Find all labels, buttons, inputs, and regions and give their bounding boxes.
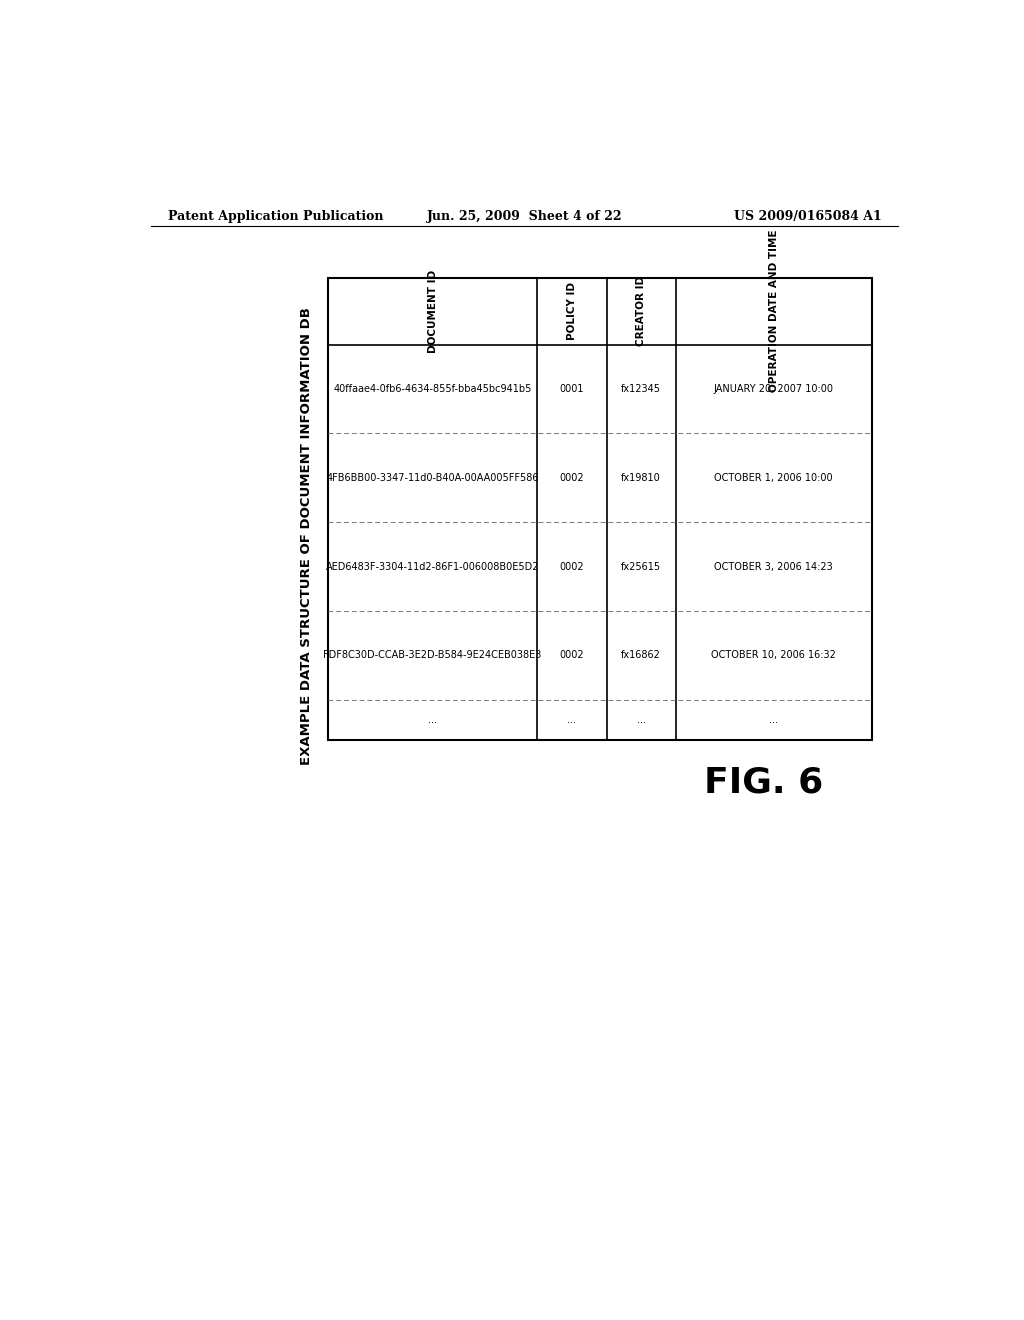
Text: CREATOR ID: CREATOR ID xyxy=(636,276,646,346)
Text: 0001: 0001 xyxy=(560,384,585,395)
Text: JANUARY 20, 2007 10:00: JANUARY 20, 2007 10:00 xyxy=(714,384,834,395)
Text: fx12345: fx12345 xyxy=(621,384,662,395)
Text: Jun. 25, 2009  Sheet 4 of 22: Jun. 25, 2009 Sheet 4 of 22 xyxy=(427,210,623,223)
Text: Patent Application Publication: Patent Application Publication xyxy=(168,210,384,223)
Bar xyxy=(328,277,872,739)
Text: 40ffaae4-0fb6-4634-855f-bba45bc941b5: 40ffaae4-0fb6-4634-855f-bba45bc941b5 xyxy=(334,384,531,395)
Text: US 2009/0165084 A1: US 2009/0165084 A1 xyxy=(733,210,882,223)
Text: fx16862: fx16862 xyxy=(622,651,660,660)
Text: 0002: 0002 xyxy=(560,561,585,572)
Text: fx19810: fx19810 xyxy=(622,473,660,483)
Text: 0002: 0002 xyxy=(560,651,585,660)
Text: fx25615: fx25615 xyxy=(621,561,662,572)
Text: DOCUMENT ID: DOCUMENT ID xyxy=(428,269,437,352)
Text: FDF8C30D-CCAB-3E2D-B584-9E24CEB038E3: FDF8C30D-CCAB-3E2D-B584-9E24CEB038E3 xyxy=(324,651,542,660)
Text: ...: ... xyxy=(567,714,577,725)
Text: EXAMPLE DATA STRUCTURE OF DOCUMENT INFORMATION DB: EXAMPLE DATA STRUCTURE OF DOCUMENT INFOR… xyxy=(300,306,312,764)
Text: FIG. 6: FIG. 6 xyxy=(703,766,823,799)
Text: OPERATION DATE AND TIME: OPERATION DATE AND TIME xyxy=(769,230,779,392)
Text: ...: ... xyxy=(428,714,437,725)
Text: ...: ... xyxy=(637,714,645,725)
Text: 4FB6BB00-3347-11d0-B40A-00AA005FF586: 4FB6BB00-3347-11d0-B40A-00AA005FF586 xyxy=(327,473,539,483)
Text: OCTOBER 10, 2006 16:32: OCTOBER 10, 2006 16:32 xyxy=(712,651,837,660)
Text: 0002: 0002 xyxy=(560,473,585,483)
Text: OCTOBER 1, 2006 10:00: OCTOBER 1, 2006 10:00 xyxy=(715,473,834,483)
Text: AED6483F-3304-11d2-86F1-006008B0E5D2: AED6483F-3304-11d2-86F1-006008B0E5D2 xyxy=(326,561,540,572)
Text: OCTOBER 3, 2006 14:23: OCTOBER 3, 2006 14:23 xyxy=(715,561,834,572)
Text: ...: ... xyxy=(769,714,778,725)
Text: POLICY ID: POLICY ID xyxy=(567,282,577,341)
